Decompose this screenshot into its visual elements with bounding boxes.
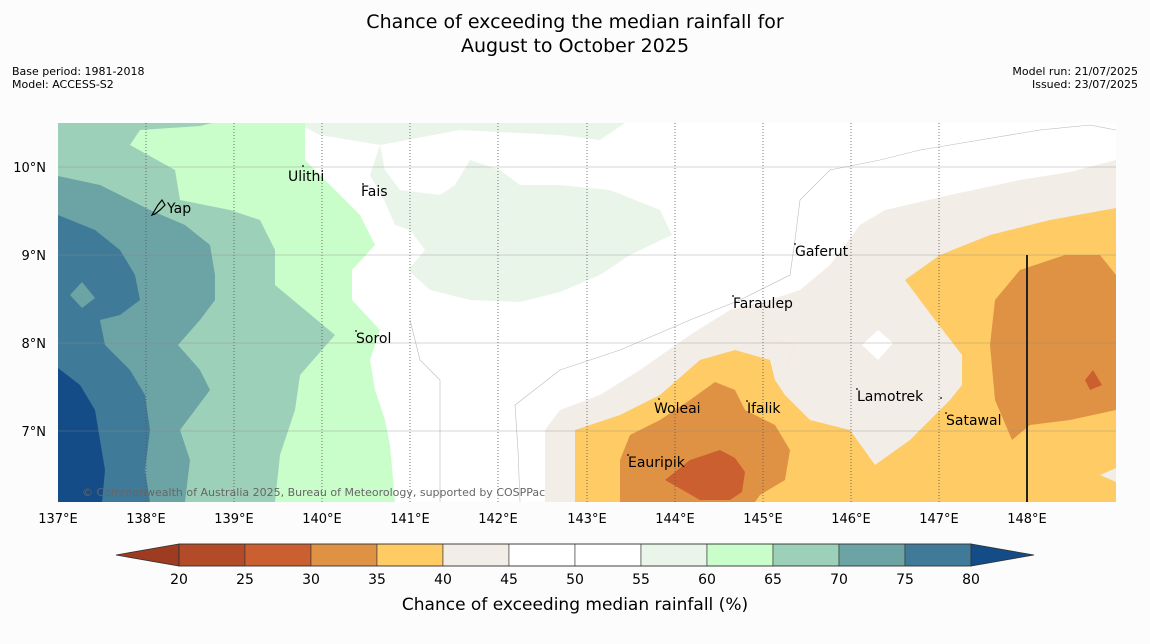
place-label-gaferut: Gaferut <box>795 244 849 260</box>
colorbar-tick-45: 45 <box>500 572 518 588</box>
lon-tick-137e: 137°E <box>38 512 78 527</box>
patch-40-45-island <box>735 340 795 395</box>
place-label-faraulep: Faraulep <box>733 296 793 312</box>
lon-tick-141e: 141°E <box>390 512 430 527</box>
colorbar-tick-75: 75 <box>896 572 914 588</box>
model-text: Model: ACCESS-S2 <box>12 78 114 91</box>
patch-40-45-lower <box>1100 468 1116 482</box>
lon-tick-139e: 139°E <box>214 512 254 527</box>
colorbar-cell-40-45 <box>442 543 510 567</box>
lon-tick-146e: 146°E <box>831 512 871 527</box>
longitude-tick-labels: 137°E 138°E 139°E 140°E 141°E 142°E 143°… <box>38 512 1047 527</box>
colorbar-tick-30: 30 <box>302 572 320 588</box>
colorbar-tick-25: 25 <box>236 572 254 588</box>
colorbar-tick-40: 40 <box>434 572 452 588</box>
colorbar-cell-60-65 <box>706 543 774 567</box>
lon-tick-144e: 144°E <box>655 512 695 527</box>
patch-70-75-small <box>70 282 95 308</box>
copyright-text: © Commonwealth of Australia 2025, Bureau… <box>82 486 545 499</box>
colorbar-tick-labels: 20 25 30 35 40 45 50 55 60 65 70 75 80 <box>170 572 980 588</box>
colorbar-tick-70: 70 <box>830 572 848 588</box>
latitude-gridlines <box>58 166 1116 432</box>
colorbar-cell-65-70 <box>772 543 840 567</box>
colorbar-tick-50: 50 <box>566 572 584 588</box>
band-25-30-west <box>665 450 745 500</box>
colorbar-label: Chance of exceeding median rainfall (%) <box>402 595 748 615</box>
place-label-ifalik: Ifalik <box>747 401 781 417</box>
yap-island <box>150 198 166 217</box>
colorbar-extend-high <box>970 543 1035 567</box>
patch-45-50-island <box>862 330 893 360</box>
colorbar-frame <box>178 543 972 567</box>
issued-text: Issued: 23/07/2025 <box>1031 78 1138 91</box>
lon-tick-145e: 145°E <box>743 512 783 527</box>
lon-tick-140e: 140°E <box>302 512 342 527</box>
colorbar-tick-60: 60 <box>698 572 716 588</box>
contour-left <box>409 319 441 502</box>
colorbar-cell-20-25 <box>178 543 246 567</box>
lon-tick-138e: 138°E <box>126 512 166 527</box>
place-label-eauripik: Eauripik <box>628 455 686 471</box>
colorbar-tick-80: 80 <box>962 572 980 588</box>
place-label-lamotrek: Lamotrek <box>857 389 924 405</box>
colorbar-extend-low <box>115 543 180 567</box>
model-run-text: Model run: 21/07/2025 <box>1012 65 1138 78</box>
band-25-30-east <box>1085 370 1102 390</box>
lon-tick-142e: 142°E <box>478 512 518 527</box>
place-label-fais: Fais <box>361 184 388 200</box>
colorbar-cell-55-60 <box>640 543 708 567</box>
colorbar: 20 25 30 35 40 45 50 55 60 65 70 75 80 Chance of exc… <box>115 543 1035 615</box>
meta-right: Model run: 21/07/2025 Issued: 23/07/2025 <box>1012 65 1138 91</box>
base-period-text: Base period: 1981-2018 <box>12 65 145 78</box>
place-label-satawal: Satawal <box>946 413 1001 429</box>
lon-tick-148e: 148°E <box>1007 512 1047 527</box>
colorbar-cell-25-30 <box>244 543 312 567</box>
place-label-yap: Yap <box>166 201 191 217</box>
contour-50 <box>514 124 1116 502</box>
title-line-2: August to October 2025 <box>460 35 690 57</box>
latitude-tick-labels: 10°N 9°N 8°N 7°N <box>13 161 46 440</box>
lat-tick-7n: 7°N <box>22 425 47 440</box>
band-30-35-east <box>990 255 1116 440</box>
place-label-woleai: Woleai <box>654 401 701 417</box>
place-label-sorol: Sorol <box>356 331 391 347</box>
meta-left: Base period: 1981-2018 Model: ACCESS-S2 <box>12 65 144 91</box>
map-area: Yap Ulithi Fais Sorol Gaferut Faraulep W… <box>58 123 1116 502</box>
colorbar-cell-45-50 <box>508 543 576 567</box>
band-45-55-cut <box>380 130 600 195</box>
island-markers <box>302 165 947 456</box>
colorbar-cell-30-35 <box>310 543 378 567</box>
longitude-gridlines <box>145 123 940 502</box>
band-30-35-west <box>620 382 790 502</box>
lon-tick-143e: 143°E <box>567 512 607 527</box>
lat-tick-9n: 9°N <box>22 249 47 264</box>
colorbar-tick-20: 20 <box>170 572 188 588</box>
colorbar-cells <box>178 543 972 567</box>
title-line-1: Chance of exceeding the median rainfall … <box>366 11 784 33</box>
lat-tick-8n: 8°N <box>22 337 47 352</box>
map-title: Chance of exceeding the median rainfall … <box>0 10 1150 58</box>
lat-tick-10n: 10°N <box>13 161 46 176</box>
colorbar-cell-75-80 <box>904 543 972 567</box>
place-label-ulithi: Ulithi <box>288 169 324 185</box>
colorbar-tick-65: 65 <box>764 572 782 588</box>
colorbar-cell-35-40 <box>376 543 444 567</box>
colorbar-cell-50-55 <box>574 543 642 567</box>
patch-65-70-small <box>208 428 243 438</box>
colorbar-cell-70-75 <box>838 543 906 567</box>
colorbar-tick-35: 35 <box>368 572 386 588</box>
colorbar-tick-55: 55 <box>632 572 650 588</box>
lon-tick-147e: 147°E <box>919 512 959 527</box>
band-above-80 <box>58 368 105 502</box>
